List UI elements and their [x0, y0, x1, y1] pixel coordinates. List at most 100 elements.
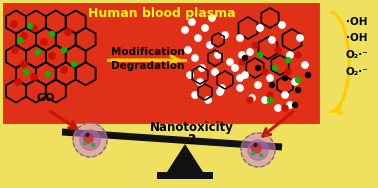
Circle shape: [257, 52, 262, 58]
Text: O₂·⁻: O₂·⁻: [346, 67, 369, 77]
Circle shape: [237, 75, 243, 81]
Circle shape: [296, 87, 301, 92]
Circle shape: [239, 52, 245, 58]
Circle shape: [28, 24, 33, 29]
Circle shape: [267, 75, 273, 81]
Circle shape: [287, 102, 293, 108]
Circle shape: [247, 49, 253, 55]
Circle shape: [251, 144, 261, 153]
Circle shape: [247, 97, 253, 103]
Circle shape: [31, 74, 37, 80]
Text: ·OH: ·OH: [346, 33, 367, 43]
Circle shape: [41, 39, 47, 45]
Text: Modification: Modification: [111, 47, 185, 57]
Text: ·OH: ·OH: [346, 17, 367, 27]
Circle shape: [262, 97, 268, 103]
Text: ?: ?: [188, 133, 196, 147]
Circle shape: [71, 61, 76, 67]
Circle shape: [256, 65, 260, 70]
Circle shape: [209, 15, 215, 21]
Circle shape: [21, 61, 27, 67]
Circle shape: [257, 25, 263, 31]
Circle shape: [297, 35, 303, 41]
Text: Nanotoxicity: Nanotoxicity: [150, 121, 234, 134]
Circle shape: [207, 42, 213, 48]
Circle shape: [287, 52, 293, 58]
FancyBboxPatch shape: [1, 1, 322, 126]
Circle shape: [241, 133, 275, 167]
Circle shape: [15, 79, 21, 85]
Circle shape: [49, 53, 55, 59]
Circle shape: [273, 65, 277, 70]
Circle shape: [248, 140, 268, 160]
Circle shape: [282, 76, 288, 80]
Circle shape: [292, 79, 298, 85]
Circle shape: [17, 37, 23, 42]
Text: Degradation: Degradation: [111, 61, 185, 71]
Circle shape: [243, 55, 248, 61]
Circle shape: [192, 55, 198, 61]
Circle shape: [268, 98, 273, 102]
Circle shape: [305, 73, 310, 77]
Circle shape: [197, 79, 203, 85]
Circle shape: [293, 102, 297, 108]
Circle shape: [249, 95, 255, 101]
Text: O₂·⁻: O₂·⁻: [346, 50, 369, 60]
Circle shape: [11, 21, 17, 27]
Circle shape: [295, 52, 301, 58]
Text: GO: GO: [37, 93, 55, 103]
Circle shape: [219, 85, 225, 91]
Circle shape: [279, 22, 285, 28]
Circle shape: [202, 25, 208, 31]
Circle shape: [31, 25, 37, 31]
Circle shape: [252, 42, 258, 48]
Circle shape: [251, 152, 254, 155]
Circle shape: [199, 65, 205, 71]
Circle shape: [65, 29, 71, 35]
Circle shape: [217, 89, 223, 95]
Circle shape: [260, 154, 263, 157]
Circle shape: [267, 92, 273, 98]
Circle shape: [275, 47, 281, 53]
Circle shape: [222, 32, 228, 38]
Circle shape: [255, 82, 261, 88]
Circle shape: [282, 92, 288, 98]
Circle shape: [212, 69, 218, 75]
Circle shape: [239, 59, 245, 65]
Polygon shape: [167, 144, 203, 172]
Circle shape: [254, 143, 257, 146]
Circle shape: [269, 37, 275, 43]
Bar: [157, 172, 213, 179]
Circle shape: [302, 62, 308, 68]
Circle shape: [262, 69, 268, 75]
Circle shape: [61, 67, 67, 73]
Circle shape: [84, 133, 93, 143]
Circle shape: [232, 65, 238, 71]
Circle shape: [285, 69, 291, 75]
Circle shape: [282, 105, 288, 111]
Circle shape: [285, 58, 291, 62]
Circle shape: [195, 35, 201, 41]
Circle shape: [242, 72, 248, 78]
Circle shape: [50, 32, 54, 36]
Circle shape: [189, 19, 195, 25]
Circle shape: [205, 97, 211, 103]
Circle shape: [185, 47, 191, 53]
Circle shape: [270, 83, 274, 87]
Polygon shape: [62, 129, 282, 150]
Circle shape: [182, 27, 188, 33]
Circle shape: [84, 142, 87, 145]
Circle shape: [192, 92, 198, 98]
Circle shape: [73, 123, 107, 157]
Circle shape: [12, 47, 18, 53]
Text: Human blood plasma: Human blood plasma: [88, 8, 235, 20]
Circle shape: [23, 70, 28, 74]
Circle shape: [296, 77, 301, 83]
Circle shape: [237, 35, 243, 41]
Circle shape: [80, 130, 100, 150]
Circle shape: [275, 105, 281, 111]
Circle shape: [92, 144, 95, 147]
Circle shape: [36, 49, 40, 55]
Circle shape: [187, 72, 193, 78]
Circle shape: [21, 33, 27, 39]
